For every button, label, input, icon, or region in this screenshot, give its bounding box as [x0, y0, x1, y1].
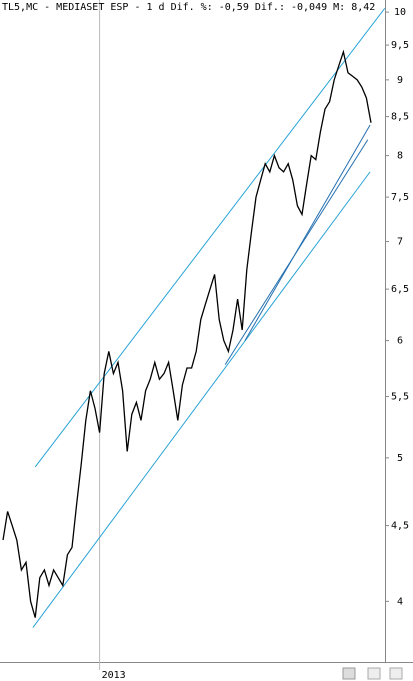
y-tick-label: 6,5 — [391, 284, 409, 295]
x-tick-label: 2013 — [102, 670, 126, 681]
tool-icon[interactable] — [389, 667, 403, 680]
price-line — [2, 49, 372, 618]
y-tick-label: 9 — [397, 75, 403, 86]
y-tick-label: 7 — [397, 236, 403, 247]
tool-icon[interactable] — [367, 667, 381, 680]
trend-line — [244, 124, 371, 341]
trend-line — [32, 171, 371, 628]
y-tick-label: 8,5 — [391, 112, 409, 123]
y-tick-label: 9,5 — [391, 40, 409, 51]
toolbar — [342, 667, 403, 680]
y-tick-label: 4,5 — [391, 521, 409, 532]
y-tick-label: 10 — [394, 7, 406, 18]
y-tick-label: 8 — [397, 151, 403, 162]
tool-icon[interactable] — [342, 667, 356, 680]
y-tick-label: 5 — [397, 453, 403, 464]
y-tick-label: 4 — [397, 596, 403, 607]
trend-line — [34, 7, 386, 468]
y-tick-label: 6 — [397, 336, 403, 347]
y-tick-label: 5,5 — [391, 392, 409, 403]
y-tick-label: 7,5 — [391, 192, 409, 203]
trend-line — [224, 139, 369, 365]
chart-title: TL5,MC - MEDIASET ESP - 1 d Dif. %: -0,5… — [2, 2, 375, 13]
